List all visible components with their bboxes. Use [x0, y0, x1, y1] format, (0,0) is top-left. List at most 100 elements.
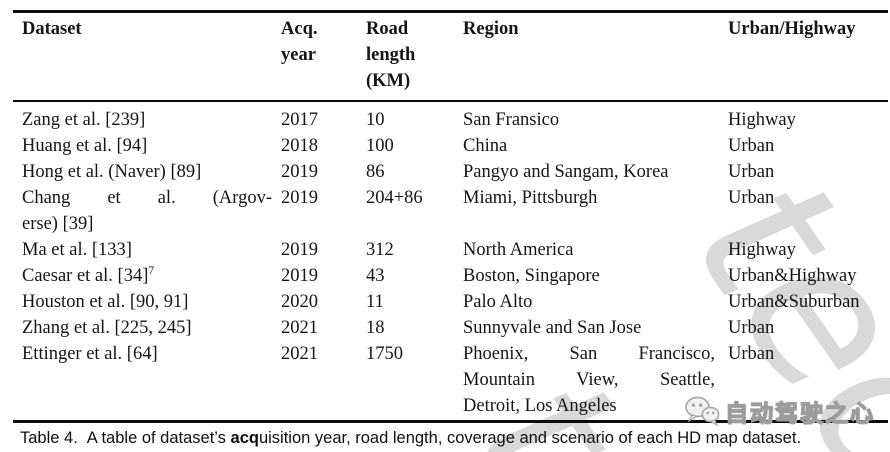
cell-line: Phoenix, San Francisco,: [463, 344, 715, 364]
cell-line: 2021: [281, 344, 318, 364]
cell-length: 312: [366, 237, 463, 263]
cell-dataset: Hong et al. (Naver) [89]: [22, 159, 281, 185]
table-row: Ettinger et al. [64] 2021 1750 Phoenix, San…: [22, 341, 888, 419]
cell-region: Sunnyvale and San Jose: [463, 315, 728, 341]
cell-line: erse) [39]: [22, 214, 94, 234]
column-header-label: Acq. year: [281, 19, 318, 65]
cell-line: Urban: [728, 318, 775, 338]
cell-length: 1750: [366, 341, 463, 367]
cell-line: Houston et al. [90, 91]: [22, 292, 189, 312]
cell-line: Urban&Highway: [728, 266, 857, 286]
cell-line: Ma et al. [133]: [22, 240, 132, 260]
table-row: Zang et al. [239] 2017 10 San Fransico Highw…: [22, 107, 888, 133]
cell-line: Pangyo and Sangam, Korea: [463, 162, 669, 182]
cell-line: Caesar et al. [34]7: [22, 264, 155, 286]
cell-scenario: Highway: [728, 237, 888, 263]
cell-region: Phoenix, San Francisco, Mountain View, Se…: [463, 341, 728, 419]
column-header-label: Dataset: [22, 19, 82, 39]
cell-scenario: Urban&Suburban: [728, 289, 888, 315]
cell-line: Boston, Singapore: [463, 266, 600, 286]
cell-line: Urban: [728, 344, 775, 364]
cell-line: 100: [366, 136, 394, 156]
cell-line: Zang et al. [239]: [22, 110, 146, 130]
cell-line: 2019: [281, 240, 318, 260]
cell-line: San Fransico: [463, 110, 560, 130]
cell-line: 18: [366, 318, 385, 338]
cell-dataset: Huang et al. [94]: [22, 133, 281, 159]
cell-year: 2018: [281, 133, 366, 159]
cell-line: Miami, Pittsburgh: [463, 188, 598, 208]
cell-scenario: Urban: [728, 133, 888, 159]
cell-year: 2021: [281, 341, 366, 367]
cell-line: Huang et al. [94]: [22, 136, 148, 156]
cell-line: Highway: [728, 240, 796, 260]
cell-dataset: Chang et al. (Argov-erse) [39]: [22, 185, 281, 237]
cell-line: Zhang et al. [225, 245]: [22, 318, 192, 338]
cell-line: 2017: [281, 110, 318, 130]
table-header: Dataset Acq. year Road length (KM) Region Ur…: [22, 16, 888, 94]
cell-line: Urban: [728, 162, 775, 182]
cell-year: 2019: [281, 237, 366, 263]
cell-line: Urban: [728, 136, 775, 156]
cell-dataset: Ettinger et al. [64]: [22, 341, 281, 367]
cell-line: Urban&Suburban: [728, 292, 860, 312]
cell-dataset: Zhang et al. [225, 245]: [22, 315, 281, 341]
column-header-label: Region: [463, 19, 519, 39]
cell-line: Sunnyvale and San Jose: [463, 318, 642, 338]
cell-length: 204+86: [366, 185, 463, 211]
cell-scenario: Urban: [728, 159, 888, 185]
table-row: Houston et al. [90, 91] 2020 11 Palo Alto Ur…: [22, 289, 888, 315]
cell-line: 312: [366, 240, 394, 260]
caption-text: A table of dataset’s: [86, 429, 231, 447]
column-header-length: Road length (KM): [366, 16, 463, 94]
cell-line: 2019: [281, 188, 318, 208]
table-row: Hong et al. (Naver) [89] 2019 86 Pangyo and…: [22, 159, 888, 185]
cell-year: 2021: [281, 315, 366, 341]
cell-scenario: Urban: [728, 341, 888, 367]
cell-region: Pangyo and Sangam, Korea: [463, 159, 728, 185]
column-header-dataset: Dataset: [22, 16, 281, 94]
cell-length: 18: [366, 315, 463, 341]
cell-line: 2018: [281, 136, 318, 156]
cell-line: Palo Alto: [463, 292, 533, 312]
cell-region: Palo Alto: [463, 289, 728, 315]
cell-line: North America: [463, 240, 574, 260]
cell-line: 204+86: [366, 188, 423, 208]
table-header-rule: [13, 100, 888, 102]
cell-dataset: Houston et al. [90, 91]: [22, 289, 281, 315]
caption-text: acq: [230, 429, 259, 447]
table-caption: Table 4. A table of dataset’s acquisition…: [20, 427, 878, 450]
column-header-label: Urban/Highway: [728, 19, 856, 39]
table-row: Huang et al. [94] 2018 100 China Urban: [22, 133, 888, 159]
cell-dataset: Caesar et al. [34]7: [22, 263, 281, 289]
caption-text: uisition year, road length, coverage and…: [258, 429, 802, 447]
cell-scenario: Urban&Highway: [728, 263, 888, 289]
cell-year: 2019: [281, 263, 366, 289]
column-header-year: Acq. year: [281, 16, 366, 94]
table-row: Chang et al. (Argov-erse) [39] 2019 204+86…: [22, 185, 888, 237]
cell-region: North America: [463, 237, 728, 263]
cell-scenario: Urban: [728, 185, 888, 211]
caption-label: Table 4.: [20, 429, 78, 447]
cell-line: 11: [366, 292, 384, 312]
table-row: Caesar et al. [34]7 2019 43 Boston, Singapo…: [22, 263, 888, 289]
column-header-region: Region: [463, 16, 728, 94]
cell-region: China: [463, 133, 728, 159]
table-row: Ma et al. [133] 2019 312 North America Highw…: [22, 237, 888, 263]
cell-region: Boston, Singapore: [463, 263, 728, 289]
cell-line: 86: [366, 162, 385, 182]
table-body: Zang et al. [239] 2017 10 San Fransico Highw…: [22, 107, 888, 419]
cell-year: 2019: [281, 159, 366, 185]
cell-line: Hong et al. (Naver) [89]: [22, 162, 202, 182]
superscript: 7: [148, 264, 155, 277]
cell-line: 1750: [366, 344, 403, 364]
cell-line: Urban: [728, 188, 775, 208]
cell-line: Ettinger et al. [64]: [22, 344, 158, 364]
cell-line: 2020: [281, 292, 318, 312]
cell-line: 2019: [281, 266, 318, 286]
cell-year: 2020: [281, 289, 366, 315]
column-header-label: Road length (KM): [366, 19, 416, 91]
table-bottom-rule: [13, 420, 888, 423]
cell-scenario: Urban: [728, 315, 888, 341]
cell-region: Miami, Pittsburgh: [463, 185, 728, 211]
